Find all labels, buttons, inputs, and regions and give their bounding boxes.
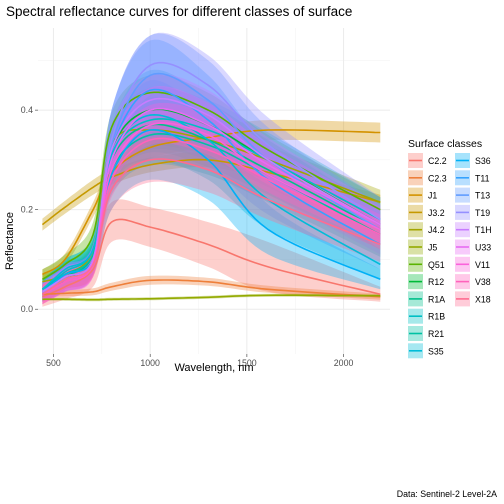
legend-label: U33 <box>475 243 491 253</box>
band-u33 <box>42 86 381 305</box>
legend-label: C2.2 <box>428 156 447 166</box>
band-c2-3 <box>42 275 381 300</box>
legend-label: V38 <box>475 277 491 287</box>
y-axis-ticks: 0.0 0.2 0.4 <box>21 105 38 314</box>
y-tick-label: 0.0 <box>21 304 33 314</box>
y-tick-label: 0.4 <box>21 105 33 115</box>
chart-title: Spectral reflectance curves for differen… <box>6 4 352 19</box>
legend: C2.2 C2.3 J1 J3.2 J4.2 J5 Q51 R12 R1A R1B R21 S35 S3… <box>408 153 492 359</box>
legend-label: J3.2 <box>428 208 445 218</box>
legend-label: J1 <box>428 191 437 201</box>
series-line-c2-2 <box>42 218 381 298</box>
series-line-s36 <box>41 128 381 293</box>
band-r1b <box>42 88 381 300</box>
legend-label: T13 <box>475 191 490 201</box>
series-lines <box>41 61 381 301</box>
x-tick-label: 1500 <box>237 358 257 368</box>
band-r21 <box>42 103 381 300</box>
series-line-j1 <box>42 129 381 276</box>
x-axis-title: Wavelength, nm <box>174 362 253 374</box>
band-j4-2 <box>42 114 381 290</box>
legend-label: R12 <box>428 277 444 287</box>
x-axis-ticks: 500 1000 1500 2000 <box>46 354 353 368</box>
legend-label: T19 <box>475 208 490 218</box>
legend-title: Surface classes <box>408 138 482 150</box>
legend-label: C2.3 <box>428 173 447 183</box>
legend-label: T1H <box>475 225 492 235</box>
y-tick-label: 0.2 <box>21 205 33 215</box>
band-r12 <box>42 86 381 302</box>
legend-label: T11 <box>475 173 490 183</box>
band-t13 <box>42 33 381 302</box>
band-s35 <box>42 69 381 297</box>
legend-label: R1A <box>428 294 445 304</box>
legend-label: X18 <box>475 294 491 304</box>
series-line-x18 <box>41 158 381 295</box>
series-line-r1b <box>41 118 381 290</box>
legend-label: Q51 <box>428 260 445 270</box>
x-tick-label: 1000 <box>140 358 160 368</box>
series-line-j5 <box>42 294 381 301</box>
series-line-v38 <box>42 137 381 296</box>
series-line-t1h <box>41 97 381 293</box>
legend-label: J4.2 <box>428 225 445 235</box>
band-x18 <box>42 136 381 305</box>
y-axis-title: Reflectance <box>4 212 16 270</box>
band-c2-2 <box>42 199 381 307</box>
legend-label: R21 <box>428 329 444 339</box>
legend-label: R1B <box>428 312 445 322</box>
caption: Data: Sentinel-2 Level-2A <box>397 489 497 499</box>
band-t19 <box>42 32 381 302</box>
legend-label: S35 <box>428 346 444 356</box>
x-tick-label: 500 <box>46 358 61 368</box>
x-tick-label: 2000 <box>334 358 354 368</box>
band-v11 <box>42 102 381 305</box>
legend-label: J5 <box>428 243 437 253</box>
legend-label: V11 <box>475 260 490 270</box>
band-v38 <box>42 118 381 305</box>
legend-label: S36 <box>475 156 491 166</box>
series-line-c2-3 <box>42 279 381 298</box>
